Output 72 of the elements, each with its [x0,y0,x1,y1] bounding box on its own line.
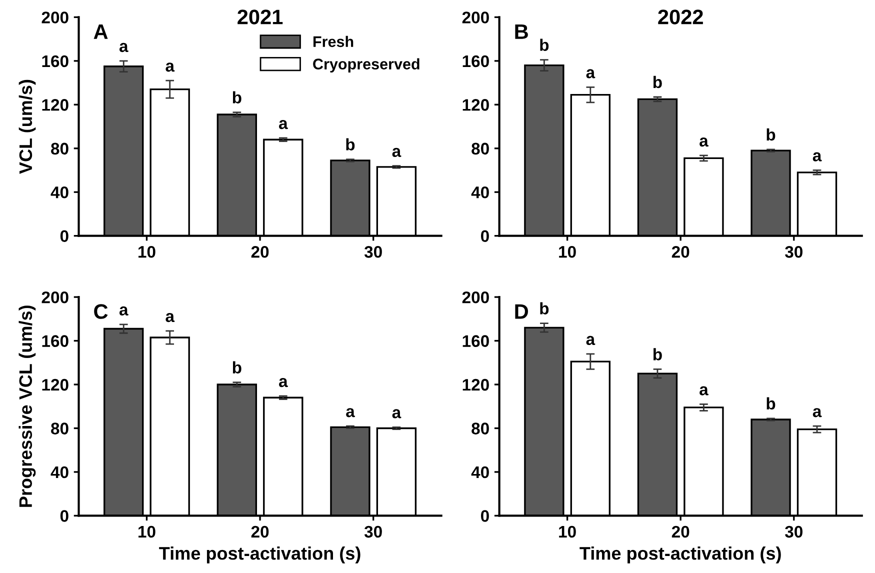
legend-label: Cryopreserved [313,58,420,73]
y-tick-label: 160 [42,55,68,68]
x-tick-label: 20 [672,526,690,538]
y-tick-label: 80 [51,422,68,434]
y-tick-label: 40 [471,186,489,198]
y-tick-label: 200 [42,291,68,304]
y-tick-label: 40 [50,186,68,198]
x-axis-title: Time post-activation (s) [159,546,360,564]
y-tick-label: 0 [60,510,68,522]
y-tick-label: 80 [472,422,489,434]
annotation: D [515,304,528,319]
y-tick-label: 120 [42,99,68,111]
data-label: b [653,348,662,360]
data-label: a [119,42,128,52]
y-tick-label: 80 [472,142,489,155]
x-tick-label: 30 [364,526,382,538]
data-label: b [653,76,662,88]
x-tick-label: 30 [364,246,382,258]
data-label: a [586,336,596,346]
x-tick-label: 30 [785,526,802,538]
data-label: a [166,62,175,72]
data-label: a [278,378,288,388]
chart-title: 2021 [238,10,283,24]
y-tick-label: 200 [42,12,68,24]
x-tick-label: 10 [138,526,156,538]
data-label: a [700,386,708,396]
data-label: a [119,306,128,316]
data-label: a [346,408,355,418]
annotation: A [94,24,108,39]
y-tick-label: 160 [462,335,489,347]
data-label: a [278,120,288,130]
data-label: b [766,128,776,141]
data-label: a [812,408,822,418]
x-tick-label: 30 [785,246,802,258]
y-tick-label: 0 [60,230,68,242]
y-tick-label: 120 [462,378,489,391]
y-tick-label: 0 [480,510,489,522]
data-label: b [540,38,549,51]
x-tick-label: 10 [138,246,156,258]
y-tick-label: 160 [42,335,68,347]
x-tick-label: 20 [672,246,690,258]
x-tick-label: 10 [559,246,576,258]
data-label: b [766,397,776,410]
annotation: C [94,304,108,319]
data-label: a [166,312,175,322]
y-axis-title: VCL (um/s) [18,80,36,174]
y-tick-label: 200 [462,12,489,24]
y-tick-label: 160 [462,55,489,68]
y-tick-label: 80 [51,142,68,155]
y-tick-label: 120 [42,378,68,391]
data-label: b [232,91,242,104]
y-tick-label: 40 [50,466,68,478]
data-label: a [812,152,822,162]
y-tick-label: 120 [462,99,489,111]
data-label: b [232,361,242,374]
x-axis-title: Time post-activation (s) [580,546,781,564]
data-label: a [392,409,402,418]
x-tick-label: 10 [559,526,576,538]
data-label: a [700,138,708,147]
annotation: B [515,24,528,39]
y-tick-label: 0 [480,230,489,242]
data-label: b [346,138,355,150]
y-axis-title: Progressive VCL (um/s) [18,306,36,507]
legend-label: Fresh [313,36,354,48]
x-tick-label: 20 [251,526,269,538]
y-tick-label: 200 [462,291,489,304]
chart-title: 2022 [658,10,703,24]
data-label: b [540,302,549,314]
x-tick-label: 20 [251,246,269,258]
y-tick-label: 40 [471,466,489,478]
data-label: a [392,148,402,158]
data-label: a [586,69,596,78]
